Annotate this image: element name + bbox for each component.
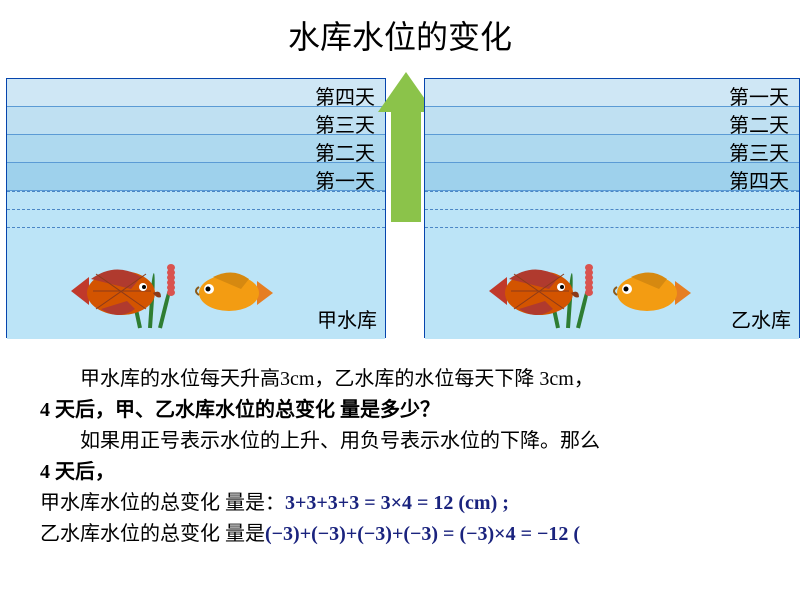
- result-line: 乙水库水位的总变化 量是(−3)+(−3)+(−3)+(−3) = (−3)×4…: [40, 519, 780, 550]
- day-label: 第二天: [729, 109, 789, 138]
- result-line: 甲水库水位的总变化 量是：3+3+3+3 = 3×4 = 12 (cm) ;: [40, 488, 780, 519]
- day-label: 第二天: [315, 137, 375, 166]
- fish-icon: [613, 267, 691, 319]
- day-band: 第三天: [7, 107, 385, 135]
- fish-icon: [71, 259, 166, 323]
- answer-text: 3+3+3+3 = 3×4 = 12 (cm) ;: [285, 492, 509, 514]
- worm-icon: [585, 264, 593, 308]
- dashed-line: [7, 209, 385, 227]
- day-label: 第一天: [729, 81, 789, 110]
- problem-text: 甲水库的水位每天升高3cm，乙水库的水位每天下降 3cm， 4 天后，甲、乙水库…: [0, 358, 800, 550]
- paragraph: 4 天后，: [40, 457, 780, 488]
- diagram-area: 第四天 第三天 第二天 第一天: [0, 68, 800, 358]
- fish-icon: [195, 267, 273, 319]
- day-band: 第一天: [425, 79, 799, 107]
- water-bottom: 甲水库: [7, 191, 385, 339]
- day-label: 第三天: [315, 109, 375, 138]
- dashed-line: [425, 209, 799, 227]
- day-label: 第一天: [315, 165, 375, 194]
- water-bottom: 乙水库: [425, 191, 799, 339]
- fish-icon: [489, 259, 584, 323]
- fish-scene: [485, 243, 705, 333]
- day-band: 第一天: [7, 163, 385, 191]
- dashed-line: [7, 191, 385, 209]
- dashed-line: [425, 191, 799, 209]
- day-band: 第二天: [7, 135, 385, 163]
- paragraph: 4 天后，甲、乙水库水位的总变化 量是多少？: [40, 395, 780, 426]
- day-band: 第四天: [425, 163, 799, 191]
- day-band: 第三天: [425, 135, 799, 163]
- paragraph: 甲水库的水位每天升高3cm，乙水库的水位每天下降 3cm，: [40, 364, 780, 395]
- day-band: 第四天: [7, 79, 385, 107]
- fish-scene: [67, 243, 287, 333]
- day-band: 第二天: [425, 107, 799, 135]
- reservoir-name: 甲水库: [317, 304, 377, 333]
- reservoir-name: 乙水库: [731, 304, 791, 333]
- day-label: 第三天: [729, 137, 789, 166]
- answer-text: (−3)+(−3)+(−3)+(−3) = (−3)×4 = −12 (: [265, 523, 580, 545]
- paragraph: 如果用正号表示水位的上升、用负号表示水位的下降。那么: [40, 426, 780, 457]
- worm-icon: [167, 264, 175, 308]
- reservoir-right: 第一天 第二天 第三天 第四天: [424, 78, 800, 338]
- reservoir-left: 第四天 第三天 第二天 第一天: [6, 78, 386, 338]
- day-label: 第四天: [729, 165, 789, 194]
- page-title: 水库水位的变化: [0, 0, 800, 68]
- day-label: 第四天: [315, 81, 375, 110]
